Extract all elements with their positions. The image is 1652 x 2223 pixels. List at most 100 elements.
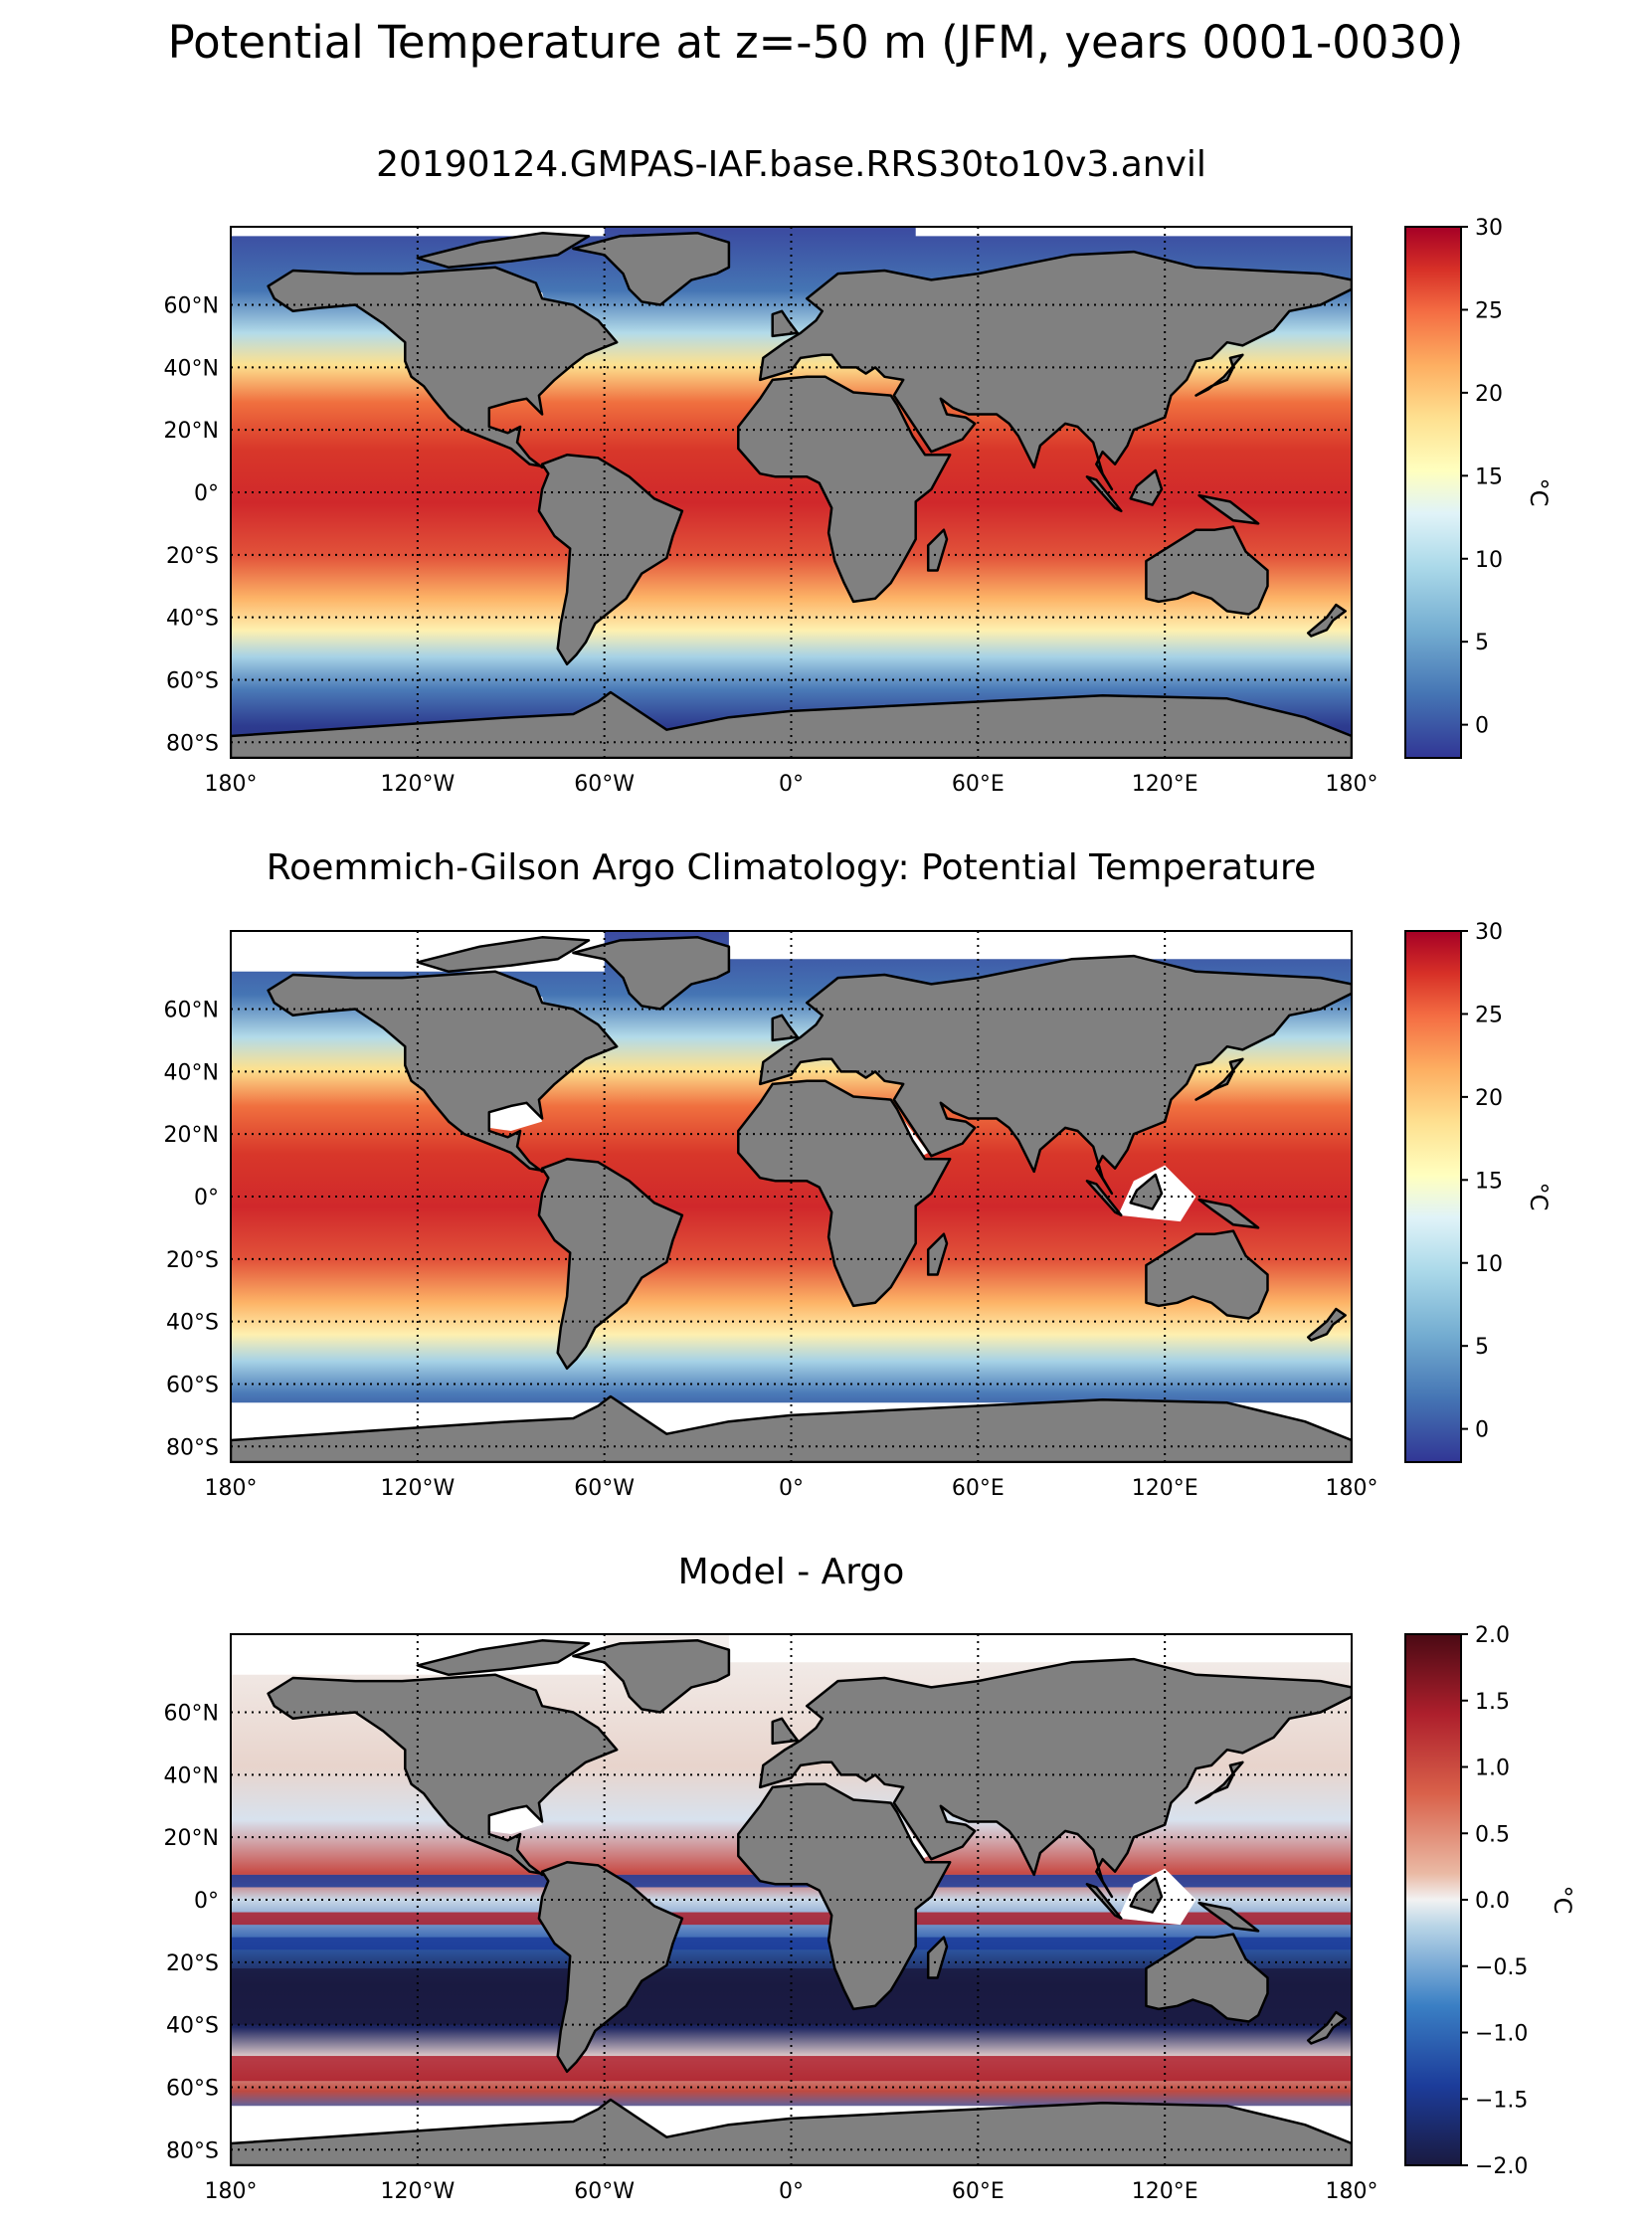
land-borneo <box>1129 468 1164 506</box>
x-tick-label: 0° <box>779 2179 804 2204</box>
colorbar-tick-label: 2.0 <box>1475 1623 1510 1648</box>
land-uk <box>771 1014 800 1042</box>
y-tick-label: 20°N <box>164 419 219 444</box>
colorbar-label: °C <box>1549 1886 1576 1915</box>
land-north-america <box>267 1673 619 1877</box>
land-eurasia <box>758 1657 1352 1899</box>
colorbar-tick-label: 5 <box>1475 1335 1489 1360</box>
colorbar-tick-label: −0.5 <box>1475 1955 1528 1980</box>
colorbar-tick-label: −2.0 <box>1475 2154 1528 2179</box>
colorbar-label: °C <box>1525 1183 1553 1211</box>
map-area <box>231 227 1352 758</box>
x-tick-label: 60°W <box>574 772 635 797</box>
colorbar-tick-label: 20 <box>1475 382 1503 407</box>
panel-3: Model - Argo 180° 120°W 60°W 0° 60°E 120°E 180°… <box>164 1552 1576 2204</box>
colorbar-gradient <box>1404 226 1462 759</box>
colorbar-tick-label: 0 <box>1475 1418 1489 1443</box>
colorbar-tick-label: 25 <box>1475 298 1503 323</box>
land-borneo <box>1129 1173 1164 1210</box>
land-new-guinea <box>1197 1198 1260 1229</box>
colorbar-tick-label: 20 <box>1475 1086 1503 1111</box>
colorbar-gradient <box>1404 1633 1462 2166</box>
y-tick-label: 0° <box>194 481 219 506</box>
x-tick-label: 180° <box>205 2179 258 2204</box>
colorbar-gradient <box>1404 930 1462 1463</box>
land-new-zealand <box>1306 2010 1347 2045</box>
land-new-guinea <box>1197 493 1260 525</box>
missing-gulf-mexico <box>488 1805 543 1834</box>
colorbar-tick-label: 0 <box>1475 714 1489 739</box>
colorbar: 30 25 20 15 10 5 0 °C <box>1404 216 1553 759</box>
y-tick-label: 80°S <box>166 2138 219 2163</box>
y-tick-label: 60°S <box>166 2076 219 2101</box>
land-new-zealand <box>1306 603 1347 638</box>
missing-arctic-gap-1 <box>231 227 605 237</box>
land-madagascar <box>926 1232 949 1276</box>
y-tick-label: 40°N <box>164 356 219 381</box>
land-eurasia <box>758 250 1352 491</box>
y-tick-label: 80°S <box>166 1435 219 1460</box>
map-area <box>231 1634 1352 2165</box>
x-tick-label: 180° <box>205 772 258 797</box>
x-tick-label: 180° <box>1326 772 1378 797</box>
land-australia <box>1145 1229 1269 1320</box>
figure-title: Potential Temperature at z=-50 m (JFM, y… <box>168 16 1464 69</box>
y-tick-label: 40°S <box>166 2014 219 2039</box>
y-tick-label: 60°S <box>166 668 219 693</box>
land-africa <box>737 375 952 604</box>
land-sumatra <box>1085 1180 1123 1217</box>
x-tick-label: 0° <box>779 772 804 797</box>
land-south-america <box>537 454 684 666</box>
colorbar-tick-label: 25 <box>1475 1003 1503 1027</box>
x-tick-label: 120°E <box>1132 2179 1198 2204</box>
land-japan <box>1194 353 1244 397</box>
colorbar-tick-label: 30 <box>1475 216 1503 241</box>
colorbar-tick-label: 0.0 <box>1475 1889 1510 1914</box>
panel-title: 20190124.GMPAS-IAF.base.RRS30to10v3.anvi… <box>376 144 1206 185</box>
y-tick-label: 20°S <box>166 1951 219 1976</box>
y-tick-label: 60°N <box>164 999 219 1023</box>
colorbar: 30 25 20 15 10 5 0 °C <box>1404 920 1553 1463</box>
y-tick-label: 0° <box>194 1889 219 1914</box>
x-tick-label: 60°E <box>952 1476 1005 1501</box>
y-tick-label: 20°N <box>164 1826 219 1851</box>
y-tick-label: 40°S <box>166 1311 219 1336</box>
y-tick-label: 40°S <box>166 607 219 632</box>
land-arctic-islands <box>416 936 591 974</box>
y-tick-label: 60°S <box>166 1373 219 1397</box>
land-sumatra <box>1085 1883 1123 1921</box>
y-tick-label: 20°N <box>164 1123 219 1148</box>
missing-arctic-gap-2 <box>728 931 1352 960</box>
colorbar-tick-label: 30 <box>1475 920 1503 945</box>
missing-arctic-gap-2 <box>915 227 1352 237</box>
land-uk <box>771 309 800 338</box>
land-north-america <box>267 266 619 469</box>
y-tick-label: 0° <box>194 1186 219 1210</box>
land-new-guinea <box>1197 1901 1260 1933</box>
missing-arctic-gap-2 <box>728 1634 1352 1663</box>
colorbar-tick-label: −1.5 <box>1475 2088 1528 2113</box>
land-new-zealand <box>1306 1307 1347 1342</box>
x-tick-label: 180° <box>1326 1476 1378 1501</box>
colorbar-tick-label: 1.5 <box>1475 1690 1510 1715</box>
land-africa <box>737 1079 952 1308</box>
land-north-america <box>267 970 619 1174</box>
land-arctic-islands <box>416 1639 591 1677</box>
diff-band <box>231 1937 1352 1950</box>
land-borneo <box>1129 1876 1164 1914</box>
colorbar-tick-label: 10 <box>1475 548 1503 573</box>
land-arctic-islands <box>416 232 591 270</box>
colorbar-tick-label: 0.5 <box>1475 1822 1510 1847</box>
missing-gulf-mexico <box>488 1102 543 1131</box>
y-tick-label: 40°N <box>164 1763 219 1788</box>
colorbar-tick-label: 1.0 <box>1475 1757 1510 1781</box>
map-frame <box>230 930 1353 1463</box>
x-tick-label: 120°W <box>380 1476 455 1501</box>
land-eurasia <box>758 954 1352 1196</box>
land-japan <box>1194 1057 1244 1101</box>
x-tick-label: 180° <box>205 1476 258 1501</box>
x-tick-label: 120°E <box>1132 1476 1198 1501</box>
land-south-america <box>537 1158 684 1371</box>
land-uk <box>771 1717 800 1746</box>
